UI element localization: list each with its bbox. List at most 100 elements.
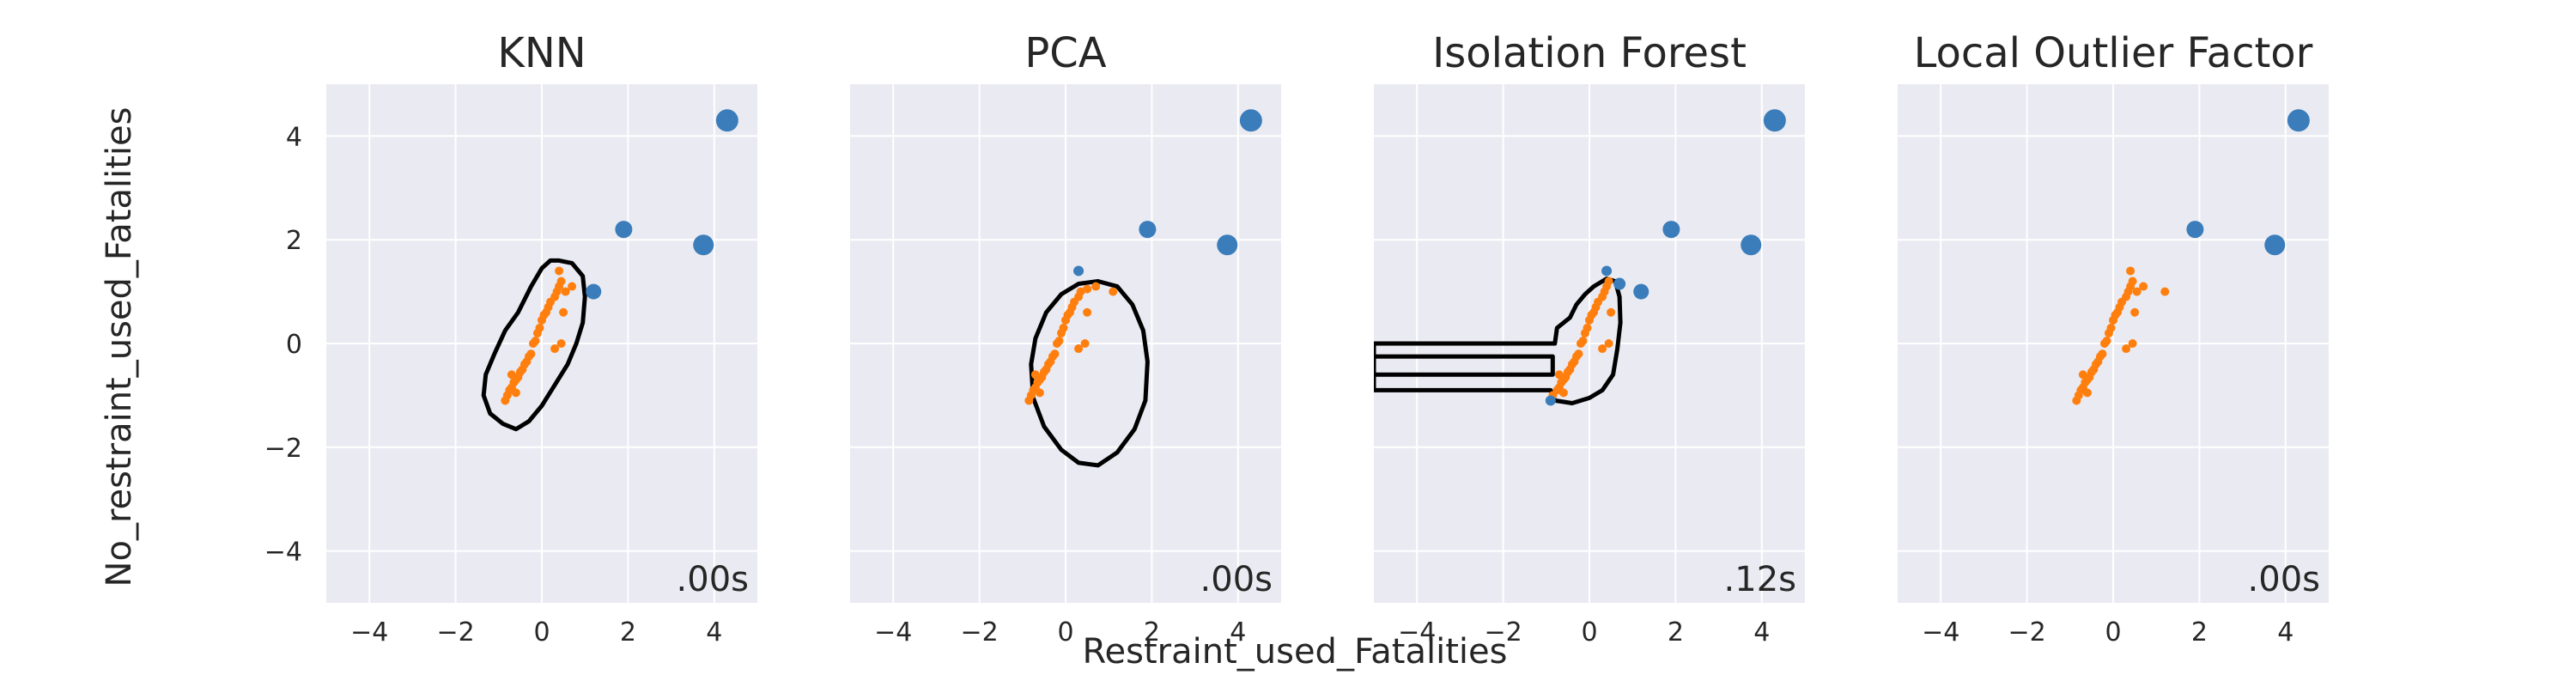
inlier-point bbox=[568, 282, 577, 291]
timing-label: .00s bbox=[2248, 560, 2320, 599]
plot-content bbox=[2072, 109, 2310, 405]
inlier-point bbox=[1598, 344, 1607, 354]
x-tick-label: −2 bbox=[2008, 617, 2045, 647]
inlier-point bbox=[2160, 287, 2170, 296]
x-tick-label: −4 bbox=[350, 617, 388, 647]
outlier-point bbox=[1633, 283, 1649, 300]
inlier-point bbox=[555, 266, 564, 276]
x-tick-label: 2 bbox=[1668, 617, 1684, 647]
inlier-point bbox=[1578, 336, 1588, 345]
timing-label: .12s bbox=[1724, 560, 1796, 599]
panel-isolation-forest: −4 −2 0 2 4 Isolation Forest .12s bbox=[1374, 29, 1805, 647]
inlier-point bbox=[2128, 277, 2137, 286]
timing-label: .00s bbox=[1200, 560, 1273, 599]
x-tick-label: 2 bbox=[1144, 617, 1160, 647]
x-tick-label: 0 bbox=[2105, 617, 2121, 647]
x-tick-label: −4 bbox=[874, 617, 912, 647]
inlier-point bbox=[2082, 388, 2092, 398]
outlier-point bbox=[1139, 221, 1157, 239]
x-axis-label: Restraint_used_Fatalities bbox=[1083, 632, 1508, 672]
inlier-point bbox=[2139, 282, 2148, 291]
decision-boundary bbox=[1029, 279, 1150, 468]
plot-content bbox=[481, 109, 738, 432]
x-tick-label: 2 bbox=[2191, 617, 2208, 647]
y-tick-label: 4 bbox=[286, 122, 302, 152]
inlier-point bbox=[2102, 336, 2111, 345]
outlier-point bbox=[1545, 395, 1556, 406]
inlier-point bbox=[2106, 323, 2116, 332]
y-tick-label: −4 bbox=[264, 538, 302, 568]
y-tick-label: 0 bbox=[286, 330, 302, 360]
inlier-point bbox=[1076, 287, 1085, 296]
inlier-point bbox=[511, 388, 520, 398]
decision-boundary bbox=[481, 258, 587, 432]
inlier-point bbox=[531, 336, 540, 345]
panel-title: Isolation Forest bbox=[1432, 29, 1747, 77]
outlier-point bbox=[2264, 234, 2286, 256]
inlier-point bbox=[1574, 350, 1583, 359]
inlier-point bbox=[526, 350, 536, 359]
inlier-point bbox=[1050, 350, 1060, 359]
panel-local-outlier-factor: −4 −2 0 2 4 Local Outlier Factor .00s bbox=[1898, 29, 2329, 647]
inlier-point bbox=[1607, 307, 1616, 317]
inlier-point bbox=[2098, 350, 2107, 359]
inlier-point bbox=[1554, 370, 1564, 380]
x-tick-label: −2 bbox=[1484, 617, 1522, 647]
plot-content bbox=[1374, 109, 1786, 406]
outlier-point bbox=[1763, 109, 1786, 132]
inlier-point bbox=[1583, 323, 1592, 332]
outlier-point bbox=[1601, 265, 1613, 277]
inlier-point bbox=[559, 307, 568, 317]
outlier-point bbox=[1239, 109, 1262, 132]
inlier-point bbox=[2128, 339, 2137, 348]
inlier-point bbox=[1083, 284, 1092, 294]
y-tick-label: −2 bbox=[264, 434, 302, 464]
inlier-point bbox=[1080, 339, 1090, 348]
inlier-point bbox=[556, 277, 566, 286]
outlier-point bbox=[1613, 277, 1626, 290]
panel-knn: −4 −2 0 2 4 −4 −2 0 2 4 KNN .00s bbox=[264, 29, 757, 647]
inlier-point bbox=[2132, 287, 2142, 296]
inlier-point bbox=[1035, 388, 1044, 398]
x-tick-label: 4 bbox=[1230, 617, 1246, 647]
inlier-point bbox=[556, 339, 566, 348]
x-tick-label: 4 bbox=[706, 617, 722, 647]
panel-pca: −4 −2 0 2 4 PCA .00s bbox=[850, 29, 1281, 647]
inlier-point bbox=[1091, 282, 1101, 291]
x-tick-label: 2 bbox=[620, 617, 636, 647]
inlier-point bbox=[1083, 307, 1092, 317]
x-tick-label: −2 bbox=[436, 617, 474, 647]
y-tick-label: 2 bbox=[286, 226, 302, 256]
x-tick-label: 0 bbox=[533, 617, 550, 647]
outlier-point bbox=[715, 109, 738, 132]
panel-title: KNN bbox=[497, 29, 586, 77]
x-tick-label: −4 bbox=[1398, 617, 1436, 647]
inlier-point bbox=[1604, 339, 1613, 348]
x-tick-label: −4 bbox=[1922, 617, 1959, 647]
inlier-point bbox=[550, 344, 560, 354]
outlier-point bbox=[586, 283, 602, 300]
outlier-point bbox=[1073, 265, 1084, 277]
decision-boundary bbox=[1374, 277, 1623, 405]
decision-boundary bbox=[1374, 354, 1555, 377]
outlier-point bbox=[1217, 234, 1238, 256]
inlier-point bbox=[2122, 344, 2131, 354]
panel-title: PCA bbox=[1024, 29, 1106, 77]
panel-title: Local Outlier Factor bbox=[1914, 29, 2313, 77]
inlier-point bbox=[1059, 323, 1068, 332]
outlier-point bbox=[1662, 221, 1680, 239]
timing-label: .00s bbox=[677, 560, 749, 599]
inlier-point bbox=[2130, 307, 2140, 317]
inlier-point bbox=[1030, 370, 1040, 380]
inlier-point bbox=[1109, 287, 1118, 296]
outlier-point bbox=[615, 221, 633, 239]
inlier-point bbox=[507, 370, 516, 380]
outlier-point bbox=[2186, 221, 2204, 239]
inlier-point bbox=[1074, 344, 1084, 354]
inlier-point bbox=[2126, 266, 2136, 276]
outlier-point bbox=[693, 234, 714, 256]
panels: −4 −2 0 2 4 −4 −2 0 2 4 KNN .00s −4 −2 0 2 4 PCA .00s −4 −2 0… bbox=[264, 29, 2329, 647]
inlier-point bbox=[1054, 336, 1064, 345]
inlier-point bbox=[535, 323, 544, 332]
